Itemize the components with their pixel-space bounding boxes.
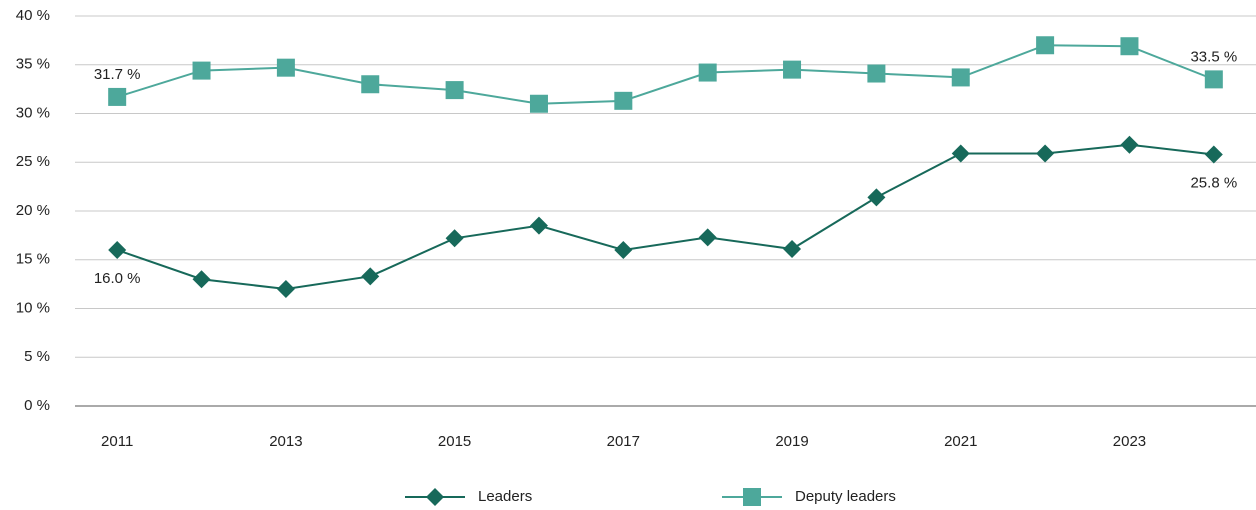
y-tick-label: 35 % [16, 56, 50, 73]
y-tick-label: 20 % [16, 202, 50, 219]
data-point [192, 61, 211, 80]
x-tick-label: 2017 [607, 433, 640, 450]
x-tick-label: 2011 [101, 433, 133, 450]
data-label: 16.0 % [94, 270, 141, 287]
series-line [116, 44, 1215, 105]
data-point [192, 270, 211, 289]
data-point [867, 188, 886, 207]
data-point [529, 94, 548, 113]
legend-marker [743, 488, 761, 506]
data-point [1120, 135, 1139, 154]
x-tick-label: 2021 [944, 433, 977, 450]
data-point [1036, 144, 1055, 163]
y-tick-label: 5 % [24, 348, 50, 365]
data-point [951, 68, 970, 87]
data-point [614, 91, 633, 110]
data-point [951, 144, 970, 163]
data-label: 25.8 % [1190, 174, 1237, 191]
data-point [1204, 70, 1223, 89]
data-point [698, 228, 717, 247]
y-tick-label: 0 % [24, 397, 50, 414]
data-point [108, 241, 127, 259]
legend-label: Leaders [478, 488, 532, 505]
data-point [361, 75, 380, 94]
data-point [1204, 145, 1223, 164]
data-point [276, 58, 295, 77]
data-point [614, 241, 633, 259]
x-tick-label: 2015 [438, 433, 471, 450]
data-point [1120, 37, 1139, 56]
data-label: 31.7 % [94, 66, 141, 83]
data-point [783, 60, 802, 79]
data-point [276, 280, 295, 298]
data-point [445, 229, 464, 248]
data-point [445, 81, 464, 100]
data-point [867, 64, 886, 83]
y-tick-label: 30 % [16, 104, 50, 121]
data-label: 33.5 % [1190, 48, 1237, 65]
x-tick-label: 2023 [1113, 433, 1146, 450]
x-tick-label: 2019 [775, 433, 808, 450]
y-tick-label: 15 % [16, 251, 50, 268]
legend-marker [426, 488, 444, 506]
data-point [529, 216, 548, 235]
y-tick-label: 40 % [16, 7, 50, 24]
legend-label: Deputy leaders [795, 488, 896, 505]
data-point [783, 240, 802, 259]
series-line [116, 143, 1214, 291]
data-point [108, 87, 127, 106]
y-tick-label: 10 % [16, 299, 50, 316]
data-point [361, 267, 380, 286]
data-point [698, 63, 717, 82]
y-tick-label: 25 % [16, 153, 50, 170]
data-point [1036, 36, 1055, 55]
x-tick-label: 2013 [269, 433, 302, 450]
